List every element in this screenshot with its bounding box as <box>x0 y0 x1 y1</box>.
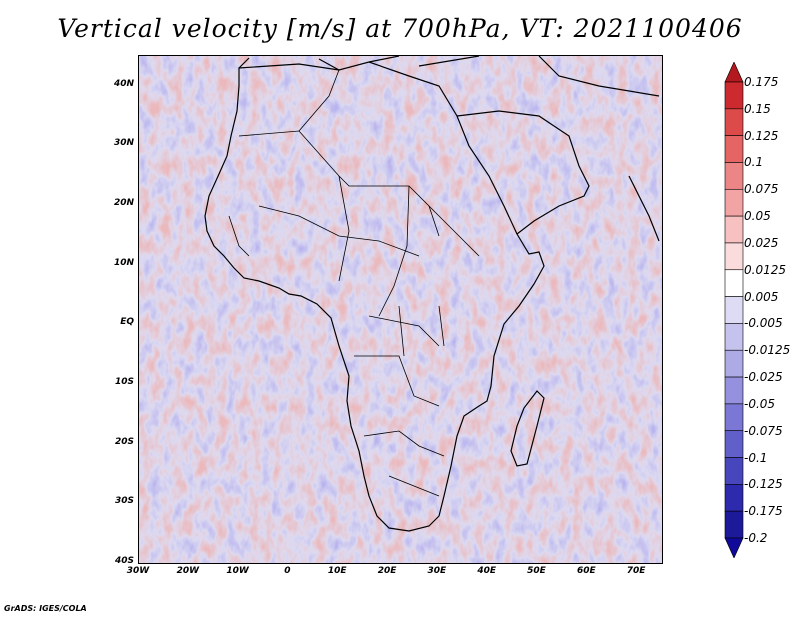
lat-tick-label: 10N <box>113 257 134 268</box>
map-title: Vertical velocity [m/s] at 700hPa, VT: 2… <box>57 14 743 43</box>
colorbar-box <box>724 242 744 271</box>
velocity-field <box>139 56 662 563</box>
colorbar <box>724 62 744 558</box>
map-panel <box>138 55 663 564</box>
colorbar-label: 0.0125 <box>744 262 786 277</box>
colorbar-box <box>724 81 744 110</box>
colorbar-box <box>724 430 744 458</box>
lon-tick-label: 30E <box>427 566 447 576</box>
colorbar-box <box>724 323 744 351</box>
lon-tick-label: 60E <box>576 566 596 576</box>
lat-tick-label: 40N <box>113 78 134 89</box>
colorbar-box <box>724 457 744 485</box>
country-borders <box>228 69 480 497</box>
colorbar-bottom-triangle <box>724 537 744 558</box>
lon-tick-label: 10E <box>327 566 347 576</box>
colorbar-box <box>724 135 744 163</box>
colorbar-label: -0.0125 <box>744 343 791 358</box>
arabia-coastline <box>456 110 590 235</box>
colorbar-box <box>724 188 744 217</box>
lon-tick-label: 20W <box>176 566 200 576</box>
colorbar-box <box>724 484 744 512</box>
africa-coastline <box>204 61 545 532</box>
lat-tick-label: 10S <box>114 377 134 388</box>
colorbar-label: -0.025 <box>744 370 783 385</box>
lat-tick-label: EQ <box>120 317 134 328</box>
colorbar-label: 0.05 <box>744 209 771 224</box>
lon-tick-label: 30W <box>126 566 150 576</box>
colorbar-box <box>724 215 744 244</box>
colorbar-box <box>724 510 744 539</box>
lon-tick-label: 10W <box>226 566 249 576</box>
colorbar-label: 0.075 <box>744 182 779 197</box>
lat-tick-label: 40S <box>114 556 134 566</box>
india-coastline <box>628 175 660 242</box>
lat-tick-label: 20S <box>114 436 134 447</box>
lon-tick-label: 0 <box>284 566 291 576</box>
colorbar-box <box>724 349 744 378</box>
lon-tick-label: 40E <box>477 566 496 576</box>
field-noise <box>139 56 662 563</box>
credit-label: GrADS: IGES/COLA <box>4 604 87 613</box>
colorbar-label: -0.005 <box>744 316 783 331</box>
colorbar-label: -0.2 <box>744 531 768 545</box>
lon-tick-label: 70E <box>626 566 646 576</box>
colorbar-label: 0.005 <box>744 289 779 304</box>
colorbar-label: 0.1 <box>744 155 764 170</box>
colorbar-label: -0.175 <box>744 504 783 519</box>
europe-coastline <box>238 56 660 97</box>
colorbar-box <box>724 108 744 136</box>
lat-tick-label: 30S <box>114 496 134 507</box>
colorbar-box <box>724 296 744 324</box>
colorbar-label: -0.125 <box>744 477 783 492</box>
colorbar-label: 0.175 <box>744 75 779 89</box>
colorbar-box <box>724 403 744 432</box>
colorbar-label: 0.125 <box>744 128 779 143</box>
colorbar-box <box>724 162 744 190</box>
colorbar-label: 0.15 <box>744 101 771 116</box>
colorbar-box <box>724 269 744 297</box>
colorbar-label: 0.025 <box>744 235 779 250</box>
lon-tick-label: 20E <box>377 566 397 576</box>
coastlines <box>204 56 660 532</box>
lat-tick-label: 30N <box>113 138 134 149</box>
lat-tick-label: 20N <box>113 198 134 209</box>
colorbar-top-triangle <box>724 62 744 83</box>
lon-tick-label: 50E <box>527 566 546 576</box>
colorbar-label: -0.075 <box>744 423 783 438</box>
colorbar-box <box>724 376 744 405</box>
colorbar-boxes <box>724 62 744 558</box>
madagascar-coastline <box>510 390 545 467</box>
colorbar-label: -0.05 <box>744 396 776 411</box>
colorbar-label: -0.1 <box>744 450 768 465</box>
